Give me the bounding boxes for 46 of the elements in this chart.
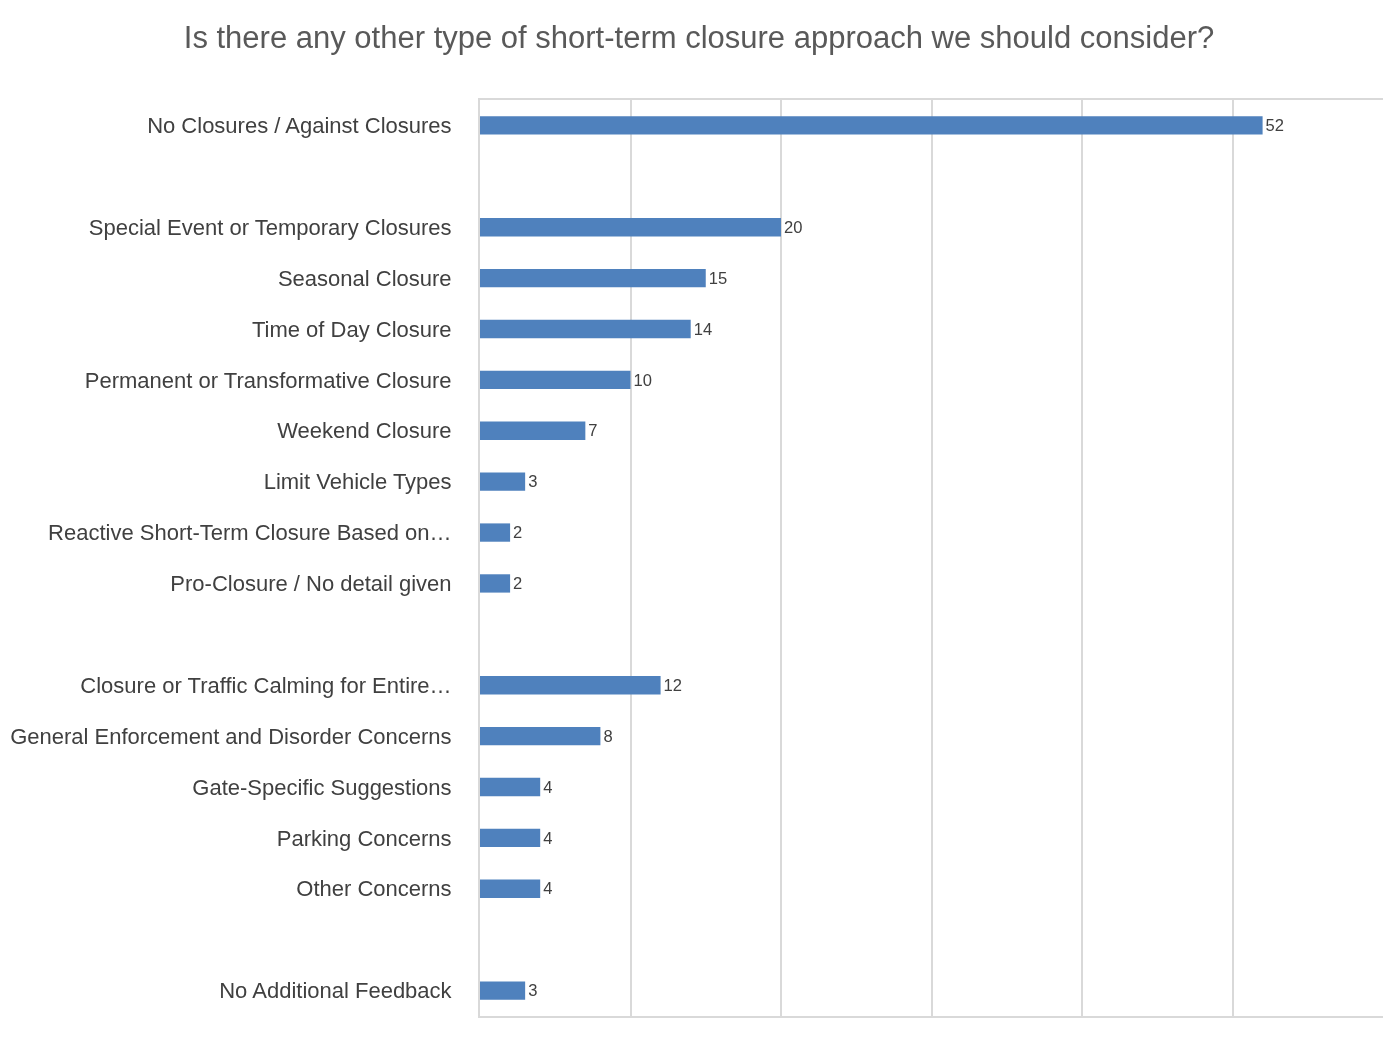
bar [480,828,541,848]
y-tick-label: Closure or Traffic Calming for Entire… [80,672,452,698]
data-label: 52 [1265,116,1285,136]
bar [480,726,601,746]
data-label: 15 [708,268,728,288]
bar [480,523,511,542]
bar [480,116,1263,135]
y-tick-label: Seasonal Closure [277,265,452,291]
data-label: 14 [693,319,713,339]
data-label: 4 [543,879,553,899]
y-tick-label: Parking Concerns [276,825,452,851]
data-label: 3 [528,472,538,492]
bar [480,981,526,1000]
y-tick-label: General Enforcement and Disorder Concerns [10,723,452,749]
data-label: 10 [633,370,652,390]
bar [480,472,526,491]
bar [480,574,511,593]
data-label: 4 [543,828,553,848]
bar [480,676,661,695]
data-label: 2 [513,523,523,543]
data-label: 20 [784,217,803,237]
y-tick-label: Gate-Specific Suggestions [192,774,452,800]
bar [480,777,541,797]
bar [480,218,781,237]
data-label: 4 [543,777,553,797]
bar [480,268,706,288]
data-label: 2 [513,574,523,594]
y-tick-label: No Additional Feedback [219,978,453,1004]
bar [480,421,586,440]
y-tick-label: Special Event or Temporary Closures [88,214,452,240]
y-tick-label: Time of Day Closure [251,316,452,342]
y-tick-label: Weekend Closure [277,418,452,444]
bar [480,879,541,898]
y-tick-label: Limit Vehicle Types [263,469,452,495]
bar [480,319,691,339]
data-label: 8 [603,726,613,746]
bar [480,370,631,390]
y-tick-label: Pro-Closure / No detail given [170,571,452,597]
data-label: 7 [588,421,598,441]
y-tick-label: No Closures / Against Closures [147,113,452,139]
y-tick-label: Permanent or Transformative Closure [84,367,452,393]
y-tick-label: Reactive Short-Term Closure Based on… [48,520,452,546]
data-label: 12 [663,675,683,695]
data-label: 3 [528,981,538,1001]
chart-title: Is there any other type of short-term closure approach we should consider? [183,19,1215,55]
y-tick-label: Other Concerns [296,876,452,902]
